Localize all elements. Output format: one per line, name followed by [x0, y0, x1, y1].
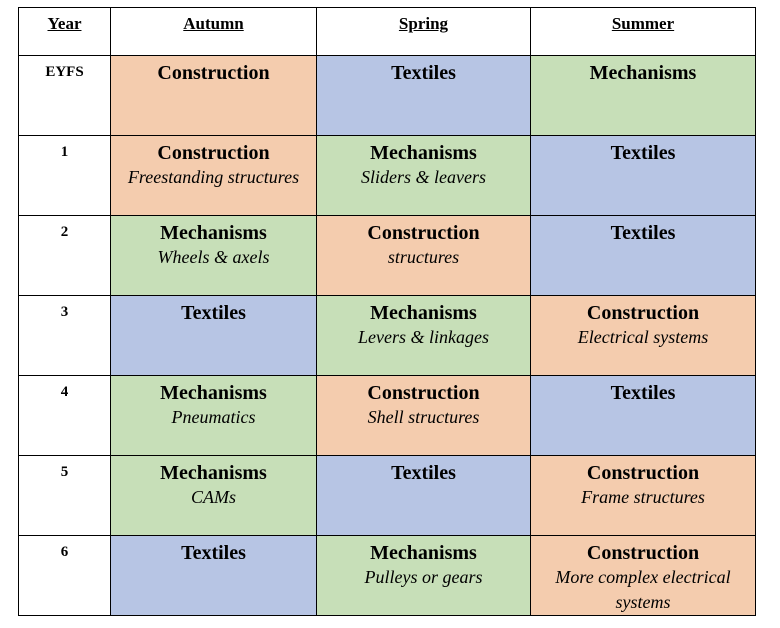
- year-cell: 3: [18, 295, 111, 376]
- topic-label: Textiles: [610, 222, 676, 244]
- table-row: 6 Textiles Mechanisms Pulleys or gears C…: [18, 535, 756, 616]
- year-cell: 4: [18, 375, 111, 456]
- summer-cell: Construction Frame structures: [530, 455, 756, 536]
- topic-label: Textiles: [610, 382, 676, 404]
- subtopic-label: More complex electrical systems: [555, 567, 731, 612]
- table-row: 5 Mechanisms CAMs Textiles Construction …: [18, 455, 756, 536]
- year-cell: 5: [18, 455, 111, 536]
- header-year: Year: [18, 7, 111, 56]
- spring-cell: Mechanisms Sliders & leavers: [316, 135, 531, 216]
- spring-cell: Mechanisms Pulleys or gears: [316, 535, 531, 616]
- autumn-cell: Construction Freestanding structures: [110, 135, 317, 216]
- subtopic-label: Frame structures: [581, 487, 705, 507]
- table-row: 1 Construction Freestanding structures M…: [18, 135, 756, 216]
- header-row: Year Autumn Spring Summer: [18, 7, 756, 56]
- autumn-cell: Textiles: [110, 535, 317, 616]
- summer-cell: Textiles: [530, 375, 756, 456]
- year-cell: 1: [18, 135, 111, 216]
- topic-label: Textiles: [181, 542, 246, 564]
- topic-label: Mechanisms: [370, 302, 477, 324]
- topic-label: Construction: [586, 542, 700, 564]
- table-row: 4 Mechanisms Pneumatics Construction She…: [18, 375, 756, 456]
- topic-label: Mechanisms: [160, 222, 267, 244]
- topic-label: Construction: [586, 302, 700, 324]
- subtopic-label: CAMs: [191, 487, 236, 507]
- topic-label: Textiles: [391, 462, 456, 484]
- topic-label: Construction: [367, 222, 480, 244]
- spring-cell: Mechanisms Levers & linkages: [316, 295, 531, 376]
- subtopic-label: Pulleys or gears: [364, 567, 483, 587]
- topic-label: Construction: [157, 142, 270, 164]
- autumn-cell: Mechanisms CAMs: [110, 455, 317, 536]
- topic-label: Mechanisms: [160, 382, 267, 404]
- autumn-cell: Mechanisms Pneumatics: [110, 375, 317, 456]
- subtopic-label: Electrical systems: [577, 327, 709, 347]
- topic-label: Mechanisms: [370, 542, 477, 564]
- table-row: 2 Mechanisms Wheels & axels Construction…: [18, 215, 756, 296]
- autumn-cell: Textiles: [110, 295, 317, 376]
- subtopic-label: Wheels & axels: [157, 247, 270, 267]
- topic-label: Construction: [367, 382, 480, 404]
- year-cell: 6: [18, 535, 111, 616]
- summer-cell: Mechanisms: [530, 55, 756, 136]
- year-cell: EYFS: [18, 55, 111, 136]
- table-row: 3 Textiles Mechanisms Levers & linkages …: [18, 295, 756, 376]
- autumn-cell: Mechanisms Wheels & axels: [110, 215, 317, 296]
- subtopic-label: Sliders & leavers: [361, 167, 486, 187]
- summer-cell: Construction More complex electrical sys…: [530, 535, 756, 616]
- subtopic-label: Levers & linkages: [358, 327, 489, 347]
- spring-cell: Construction structures: [316, 215, 531, 296]
- autumn-cell: Construction: [110, 55, 317, 136]
- spring-cell: Textiles: [316, 455, 531, 536]
- summer-cell: Textiles: [530, 215, 756, 296]
- topic-label: Textiles: [391, 62, 456, 84]
- topic-label: Textiles: [610, 142, 676, 164]
- topic-label: Textiles: [181, 302, 246, 324]
- header-spring: Spring: [316, 7, 531, 56]
- header-autumn: Autumn: [110, 7, 317, 56]
- spring-cell: Construction Shell structures: [316, 375, 531, 456]
- summer-cell: Construction Electrical systems: [530, 295, 756, 376]
- subtopic-label: structures: [387, 247, 460, 267]
- subtopic-label: Pneumatics: [171, 407, 256, 427]
- curriculum-table: Year Autumn Spring Summer EYFS Construct…: [18, 7, 756, 616]
- topic-label: Construction: [157, 62, 270, 84]
- year-cell: 2: [18, 215, 111, 296]
- subtopic-label: Shell structures: [367, 407, 480, 427]
- summer-cell: Textiles: [530, 135, 756, 216]
- spring-cell: Textiles: [316, 55, 531, 136]
- subtopic-label: Freestanding structures: [127, 167, 300, 187]
- table-row: EYFS Construction Textiles Mechanisms: [18, 55, 756, 136]
- topic-label: Mechanisms: [589, 62, 697, 84]
- topic-label: Mechanisms: [370, 142, 477, 164]
- topic-label: Mechanisms: [160, 462, 267, 484]
- topic-label: Construction: [586, 462, 700, 484]
- header-summer: Summer: [530, 7, 756, 56]
